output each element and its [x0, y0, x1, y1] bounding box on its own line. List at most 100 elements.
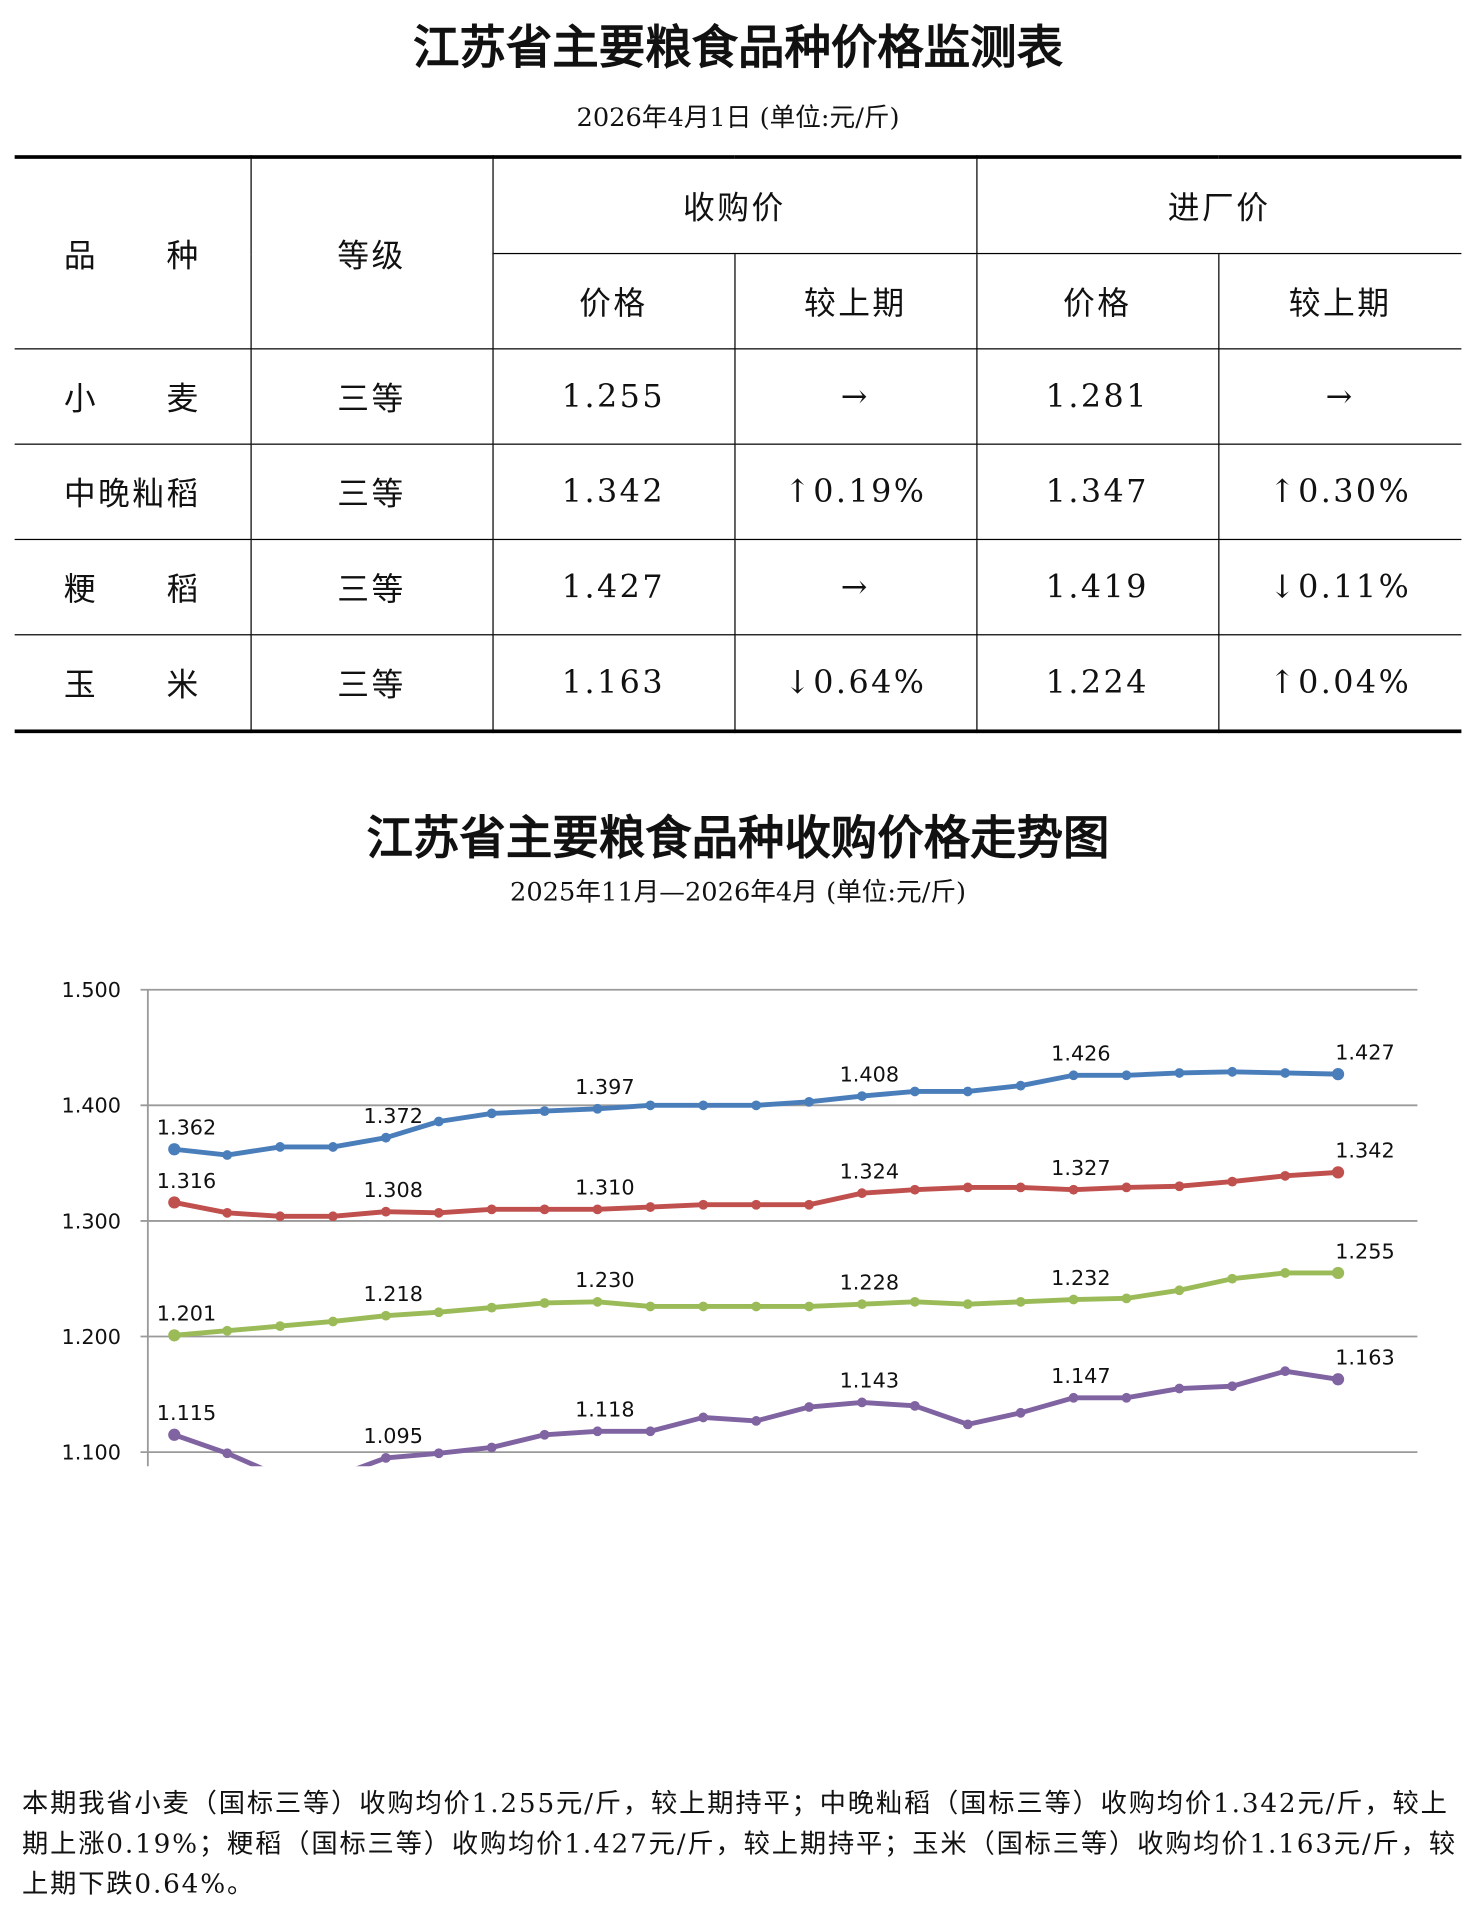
variety: 中晚籼稻 — [14, 443, 252, 541]
data-point — [1068, 1184, 1079, 1195]
data-point — [381, 1206, 391, 1217]
purchase-price: 1.163 — [491, 634, 735, 732]
data-point — [486, 1108, 497, 1119]
data-point — [804, 1402, 814, 1412]
data-label: 1.115 — [157, 1401, 216, 1425]
header-variety: 品 种 — [14, 156, 252, 350]
data-point — [1227, 1273, 1238, 1284]
purchase-change: → — [733, 348, 977, 445]
chart-title: 江苏省主要粮食品种收购价格走势图 — [366, 810, 1110, 866]
data-point — [168, 1428, 181, 1441]
y-tick-label: 1.300 — [62, 1209, 121, 1233]
data-point — [1068, 1070, 1079, 1081]
data-point — [1280, 1068, 1291, 1078]
purchase-change: ↑0.19% — [733, 443, 977, 541]
data-label: 1.327 — [1051, 1156, 1110, 1180]
data-point — [1331, 1266, 1345, 1280]
data-point — [1227, 1381, 1238, 1392]
data-point — [1174, 1383, 1185, 1394]
grade: 三等 — [249, 443, 494, 541]
data-point — [1331, 1166, 1345, 1179]
purchase-change: → — [733, 538, 977, 636]
price-table: 品 种 等级 收购价 进厂价 价格 较上期 价格 较上期 小 麦三等 1.255 →… — [14, 155, 1462, 734]
data-point — [909, 1184, 920, 1195]
header-purchase: 收购价 — [491, 156, 977, 255]
data-label: 1.228 — [840, 1270, 899, 1294]
data-point — [168, 1329, 181, 1342]
data-point — [962, 1419, 973, 1430]
data-label: 1.218 — [363, 1282, 422, 1306]
data-point — [909, 1086, 920, 1097]
data-point — [751, 1416, 762, 1426]
data-point — [592, 1296, 603, 1307]
data-point — [222, 1325, 233, 1336]
data-label: 1.408 — [840, 1062, 899, 1086]
data-point — [222, 1448, 233, 1459]
data-point — [857, 1091, 867, 1101]
table-row: 粳 稻三等 1.427 → 1.419 ↓0.11% — [14, 538, 1462, 636]
table-row: 中晚籼稻 三等 1.342 ↑0.19% 1.347 ↑0.30% — [14, 443, 1462, 541]
data-point — [222, 1207, 233, 1218]
data-point — [1174, 1068, 1185, 1078]
data-point — [1280, 1268, 1291, 1278]
factory-change: ↓0.11% — [1217, 538, 1462, 636]
grade: 三等 — [249, 348, 494, 445]
data-point — [275, 1142, 285, 1152]
summary-text: 本期我省小麦（国标三等）收购均价1.255元/斤，较上期持平；中晚籼稻（国标三等… — [21, 1788, 1458, 1901]
data-label: 1.163 — [1335, 1346, 1394, 1370]
data-point — [1331, 1068, 1345, 1081]
variety: 小 麦 — [14, 348, 252, 445]
data-point — [1121, 1182, 1132, 1193]
data-point — [539, 1429, 550, 1440]
data-point — [857, 1397, 867, 1408]
data-label: 1.255 — [1335, 1239, 1394, 1263]
data-point — [1174, 1285, 1185, 1296]
factory-price: 1.281 — [975, 348, 1219, 445]
data-point — [433, 1207, 444, 1218]
grade: 三等 — [249, 634, 494, 732]
data-point — [275, 1321, 285, 1331]
data-point — [539, 1204, 550, 1215]
data-label: 1.316 — [157, 1169, 216, 1193]
data-point — [751, 1199, 762, 1210]
data-label: 1.324 — [840, 1160, 899, 1184]
data-point — [539, 1298, 550, 1308]
data-label: 1.095 — [363, 1424, 422, 1448]
data-label: 1.342 — [1335, 1139, 1394, 1163]
data-point — [433, 1307, 444, 1318]
data-point — [433, 1116, 444, 1127]
purchase-price: 1.427 — [491, 538, 735, 636]
data-point — [486, 1204, 497, 1215]
data-point — [328, 1211, 338, 1222]
header-purchase-change: 较上期 — [733, 252, 977, 350]
data-point — [381, 1452, 391, 1463]
data-point — [645, 1202, 656, 1212]
data-point — [381, 1132, 391, 1143]
data-point — [433, 1448, 444, 1459]
data-point — [1068, 1294, 1079, 1305]
price-trend-chart: 1.0001.1001.2001.3001.4001.5002025年11月20… — [62, 978, 1418, 1467]
data-point — [168, 1143, 181, 1156]
page-title: 江苏省主要粮食品种价格监测表 — [412, 19, 1064, 75]
y-tick-label: 1.400 — [62, 1094, 121, 1118]
variety: 玉 米 — [14, 634, 252, 732]
data-point — [1015, 1296, 1026, 1307]
data-point — [909, 1400, 920, 1411]
series-line-中晚籼稻 — [173, 1169, 1339, 1219]
data-point — [1331, 1373, 1345, 1386]
data-point — [1280, 1170, 1291, 1181]
grade: 三等 — [249, 538, 494, 636]
data-label: 1.310 — [575, 1176, 634, 1200]
data-point — [1280, 1366, 1291, 1377]
data-point — [381, 1310, 391, 1321]
data-point — [1227, 1176, 1238, 1187]
factory-price: 1.224 — [975, 634, 1219, 732]
data-point — [592, 1103, 603, 1114]
data-point — [486, 1442, 497, 1453]
purchase-price: 1.342 — [491, 443, 735, 541]
page-subtitle: 2026年4月1日 (单位:元/斤) — [576, 102, 900, 132]
variety: 粳 稻 — [14, 538, 252, 636]
purchase-price: 1.255 — [491, 348, 735, 445]
data-point — [857, 1188, 867, 1199]
data-point — [857, 1299, 867, 1310]
